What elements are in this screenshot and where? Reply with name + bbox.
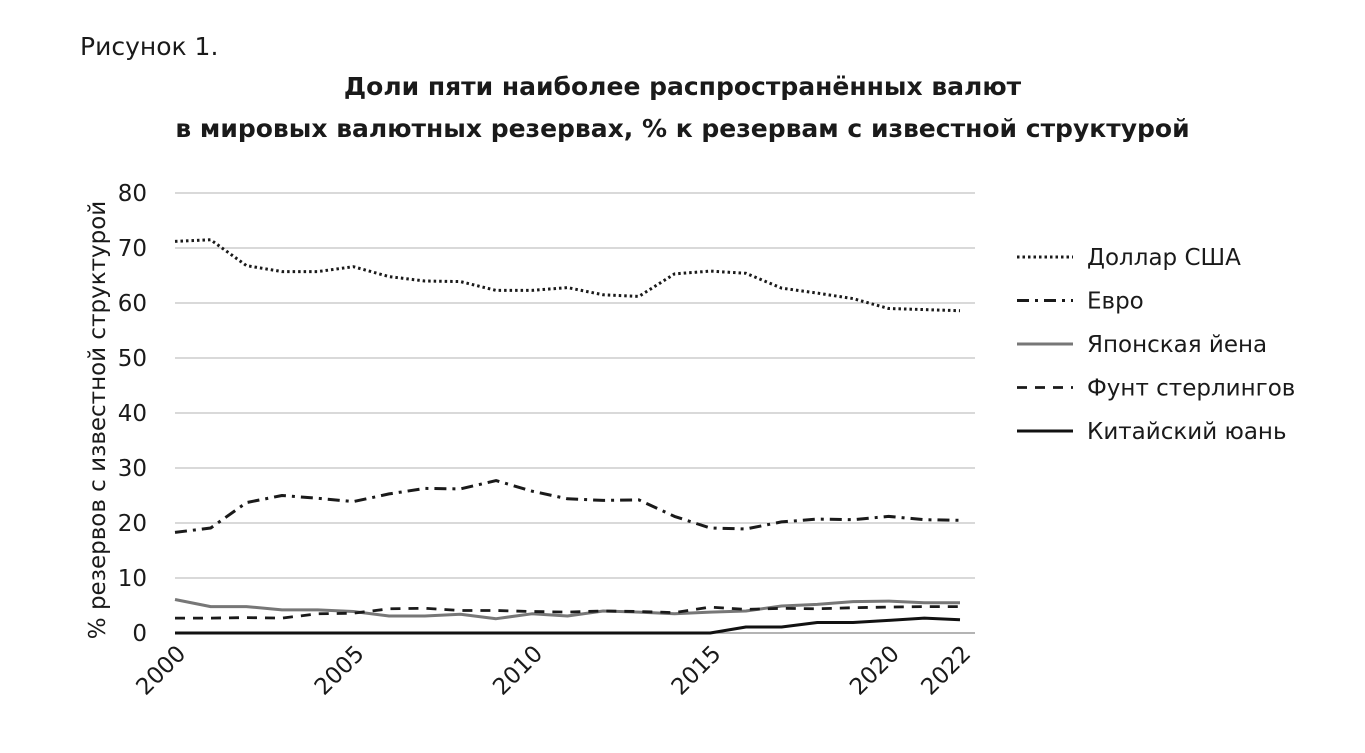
- y-tick-label: 20: [118, 511, 147, 537]
- x-tick-label: 2005: [310, 641, 370, 701]
- x-tick-label: 2000: [131, 641, 191, 701]
- legend: Доллар США Евро Японская йена Фунт стерлинг…: [1017, 245, 1295, 445]
- legend-label: Евро: [1087, 289, 1144, 315]
- series-line-4: [175, 616, 961, 635]
- legend-label: Китайский юань: [1087, 419, 1287, 445]
- series-line-2: [174, 598, 960, 621]
- legend-label: Фунт стерлингов: [1087, 376, 1295, 402]
- series-line-1: [174, 479, 961, 534]
- y-tick-label: 40: [118, 401, 147, 427]
- y-tick-label: 60: [118, 291, 147, 317]
- chart-title-line-2: в мировых валютных резервах, % к резерва…: [175, 114, 1190, 143]
- chart-title-line-1: Доли пяти наиболее распространённых валю…: [343, 72, 1022, 101]
- y-tick-label: 80: [118, 181, 147, 207]
- y-axis-label: % резервов с известной структурой: [85, 201, 111, 639]
- y-tick-label: 70: [118, 236, 147, 262]
- y-tick-label: 10: [118, 566, 147, 592]
- x-tick-label: 2022: [916, 641, 976, 701]
- series-line-3: [175, 605, 960, 620]
- legend-label: Японская йена: [1087, 332, 1267, 358]
- x-tick-label: 2010: [488, 641, 548, 701]
- x-axis-ticks: 2000 2005 2010 2015 2020 2022: [131, 641, 976, 701]
- gridlines: [175, 192, 975, 634]
- x-tick-label: 2015: [667, 641, 727, 701]
- figure-label: Рисунок 1.: [80, 32, 219, 61]
- y-tick-label: 0: [132, 621, 147, 647]
- legend-label: Доллар США: [1087, 245, 1241, 271]
- y-axis-ticks: 0 10 20 30 40 50 60 70 80: [118, 181, 147, 647]
- series-line-0: [174, 238, 961, 313]
- y-tick-label: 50: [118, 346, 147, 372]
- series-lines: [174, 238, 961, 635]
- y-tick-label: 30: [118, 456, 147, 482]
- x-tick-label: 2020: [845, 641, 905, 701]
